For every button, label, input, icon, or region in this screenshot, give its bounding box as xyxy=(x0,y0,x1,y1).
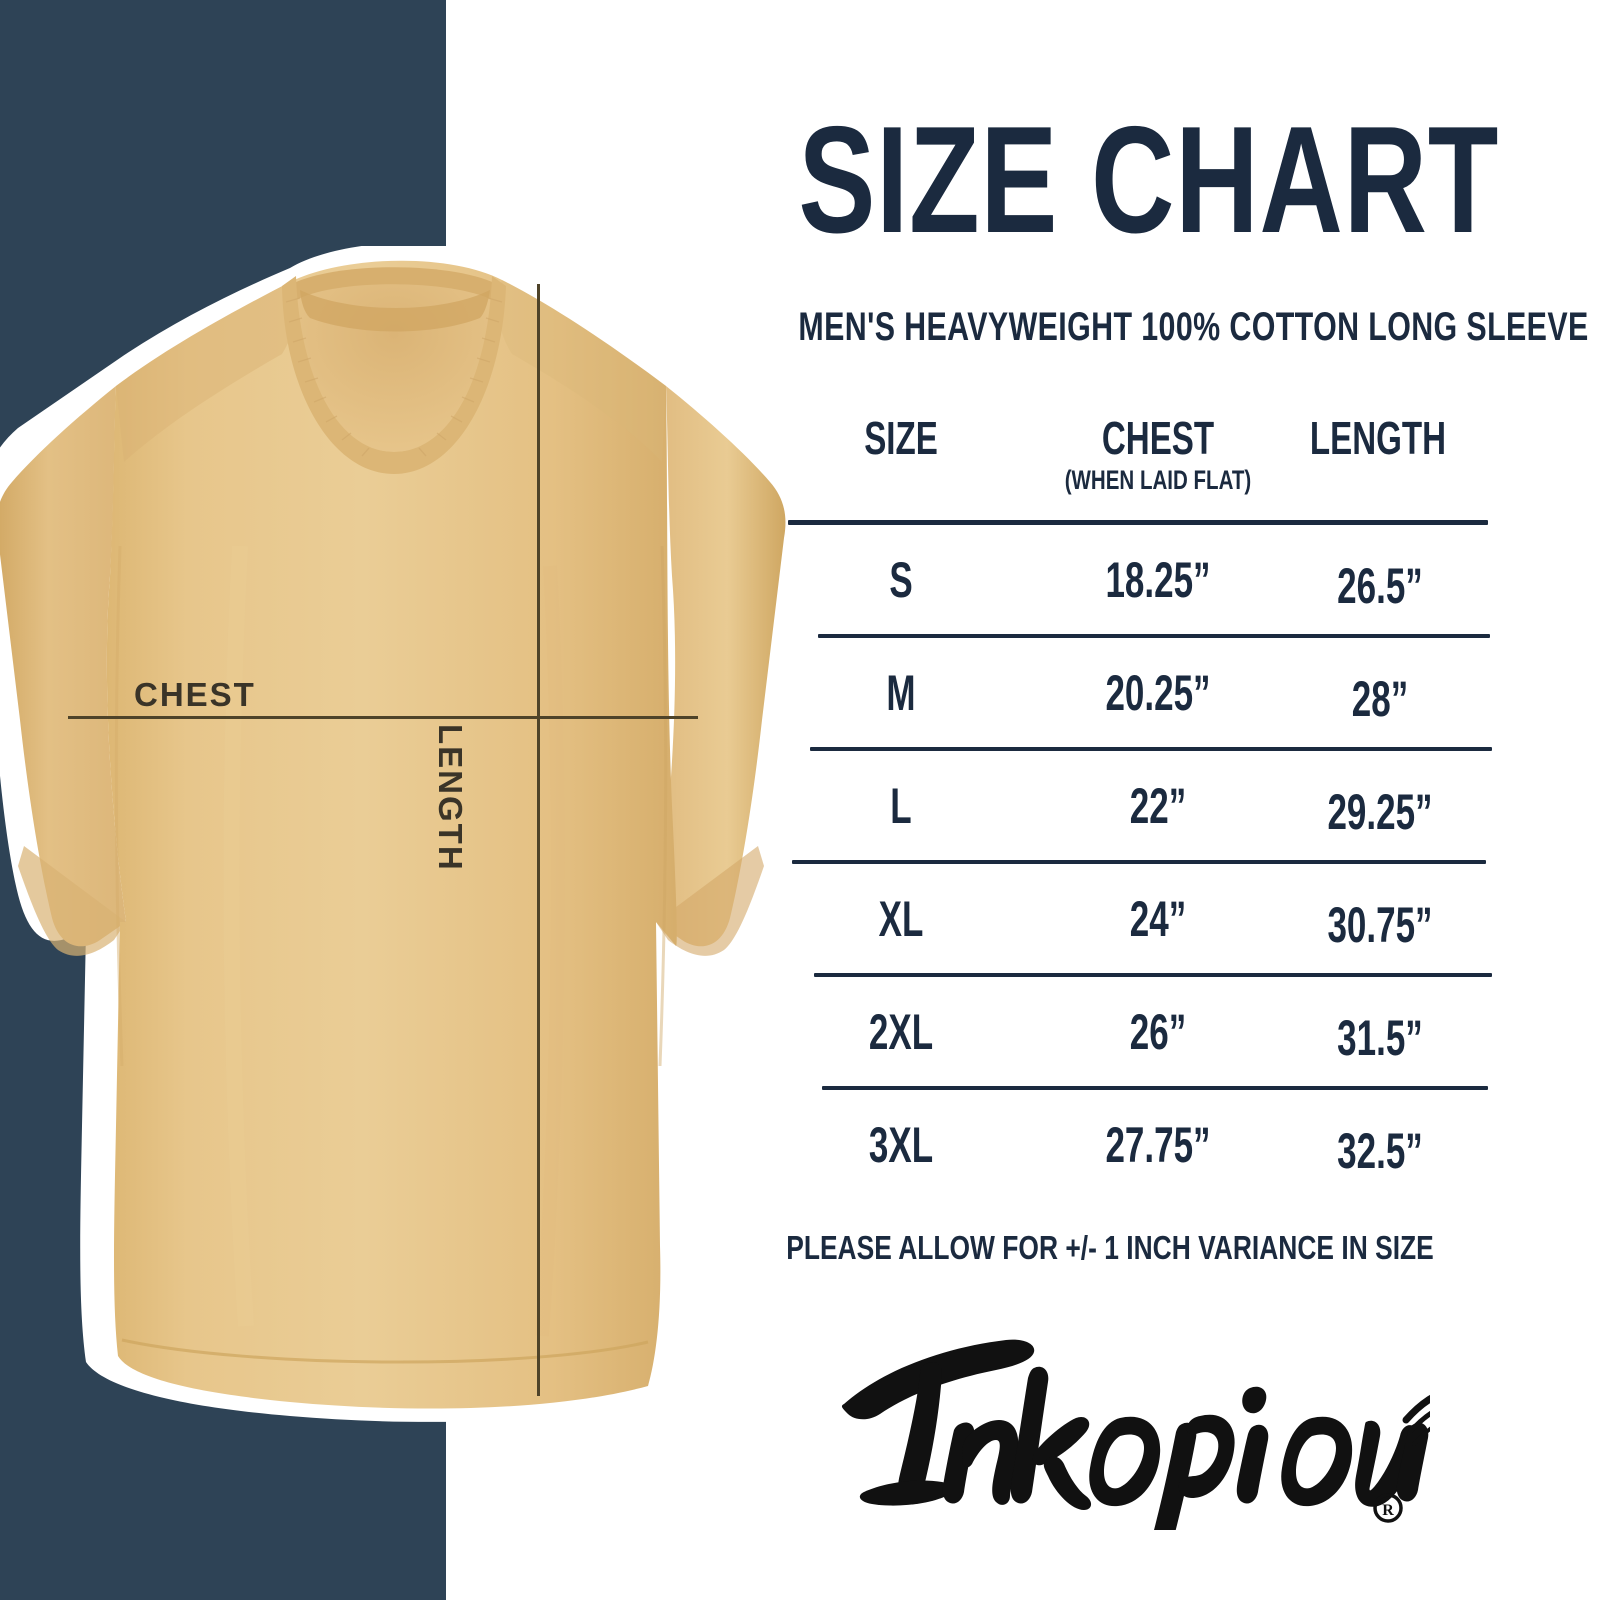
table-rule xyxy=(818,634,1490,638)
shirt-body xyxy=(106,260,677,1409)
table-rule xyxy=(822,1086,1488,1090)
column-header-chest-note: (WHEN LAID FLAT) xyxy=(1064,465,1252,495)
page-subtitle: MEN'S HEAVYWEIGHT 100% COTTON LONG SLEEV… xyxy=(798,305,1589,349)
column-header-size: SIZE xyxy=(864,412,938,464)
shirt-left-sleeve xyxy=(0,386,126,947)
inkopious-wordmark-glyphs xyxy=(841,1339,1429,1530)
cell-size: M xyxy=(886,665,916,721)
column-header-length: LENGTH xyxy=(1309,412,1447,464)
chart-column: SIZE CHART MEN'S HEAVYWEIGHT 100% COTTON… xyxy=(700,0,1600,1600)
cell-chest: 26” xyxy=(1129,1004,1187,1060)
cell-chest: 27.75” xyxy=(1105,1117,1211,1173)
cell-length: 26.5” xyxy=(1337,558,1423,614)
cell-length: 30.75” xyxy=(1327,897,1433,953)
cell-size: S xyxy=(889,552,913,608)
table-rule xyxy=(792,860,1486,864)
cell-length: 31.5” xyxy=(1337,1010,1423,1066)
cell-chest: 18.25” xyxy=(1105,552,1211,608)
size-table: SIZE CHEST LENGTH (WHEN LAID FLAT) S 18.… xyxy=(788,412,1492,1199)
table-row: XL 24” 30.75” xyxy=(788,864,1488,973)
page-title: SIZE CHART xyxy=(798,95,1500,265)
shirt-right-sleeve xyxy=(656,386,786,947)
table-rule xyxy=(810,747,1492,751)
brand-logo: R xyxy=(810,1300,1430,1530)
shirt-collar-rib xyxy=(282,276,506,474)
cell-size: XL xyxy=(878,891,924,947)
table-row: L 22” 29.25” xyxy=(788,751,1488,860)
cell-chest: 20.25” xyxy=(1105,665,1211,721)
column-header-chest: CHEST xyxy=(1101,412,1215,464)
cell-length: 32.5” xyxy=(1337,1123,1423,1179)
table-rule xyxy=(814,973,1492,977)
registered-trademark-icon: R xyxy=(1373,1493,1403,1523)
cell-chest: 24” xyxy=(1129,891,1187,947)
table-row: 3XL 27.75” 32.5” xyxy=(788,1090,1488,1199)
cell-size: 3XL xyxy=(868,1117,934,1173)
logo-flourish xyxy=(1402,1395,1430,1446)
length-measure-label: LENGTH xyxy=(432,724,469,872)
chest-measure-line xyxy=(68,716,698,719)
cell-size: 2XL xyxy=(868,1004,934,1060)
cell-size: L xyxy=(890,778,912,834)
cell-length: 28” xyxy=(1351,671,1409,727)
variance-note: PLEASE ALLOW FOR +/- 1 INCH VARIANCE IN … xyxy=(786,1229,1434,1266)
svg-text:R: R xyxy=(1382,1502,1394,1519)
chest-measure-label: CHEST xyxy=(134,676,256,713)
table-header-row: SIZE CHEST LENGTH (WHEN LAID FLAT) xyxy=(788,412,1488,520)
cell-length: 29.25” xyxy=(1327,784,1433,840)
shirt-illustration xyxy=(0,246,820,1426)
table-row: M 20.25” 28” xyxy=(788,638,1488,747)
cell-chest: 22” xyxy=(1129,778,1187,834)
table-row: 2XL 26” 31.5” xyxy=(788,977,1488,1086)
table-rule-header xyxy=(788,520,1488,525)
length-measure-line xyxy=(537,284,540,1396)
table-row: S 18.25” 26.5” xyxy=(788,525,1488,634)
